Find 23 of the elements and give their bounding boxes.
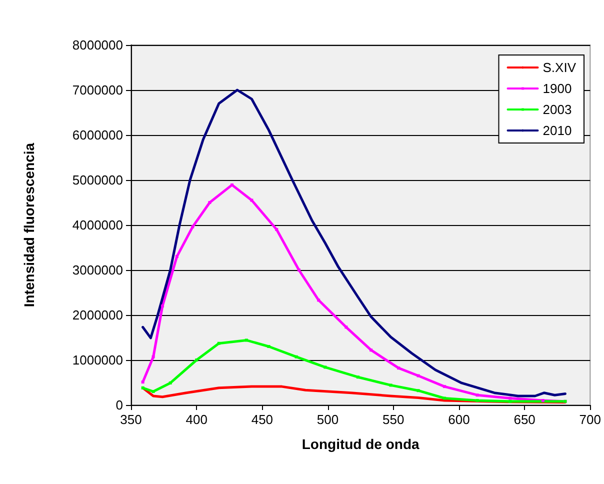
y-tick-label: 2000000: [72, 308, 123, 322]
x-tick-label: 600: [448, 412, 470, 427]
y-tick-label: 1000000: [72, 352, 123, 368]
y-tick-label: 8000000: [72, 38, 123, 52]
y-tick-label: 0: [116, 398, 123, 412]
x-tick-label: 350: [120, 412, 142, 427]
x-tick-label: 450: [251, 412, 274, 427]
y-tick-label: 7000000: [72, 82, 123, 98]
x-tick-label: 400: [186, 412, 208, 427]
y-tick-label: 3000000: [72, 262, 123, 278]
y-tick-label: 6000000: [72, 128, 123, 142]
y-axis-title: Intensidad fluorescencia: [21, 142, 37, 308]
legend-label: 2003: [542, 102, 572, 117]
x-tick-label: 500: [316, 412, 339, 427]
y-tick-label: 5000000: [72, 172, 123, 188]
x-axis-title: Longitud de onda: [302, 436, 420, 452]
x-tick-label: 700: [579, 412, 602, 427]
x-tick-label: 550: [382, 412, 404, 427]
x-tick-label: 650: [514, 412, 536, 427]
legend-label: 1900: [542, 81, 572, 96]
legend-label: S.XIV: [542, 60, 576, 75]
legend-label: 2010: [542, 123, 572, 138]
y-tick-label: 4000000: [72, 218, 123, 232]
